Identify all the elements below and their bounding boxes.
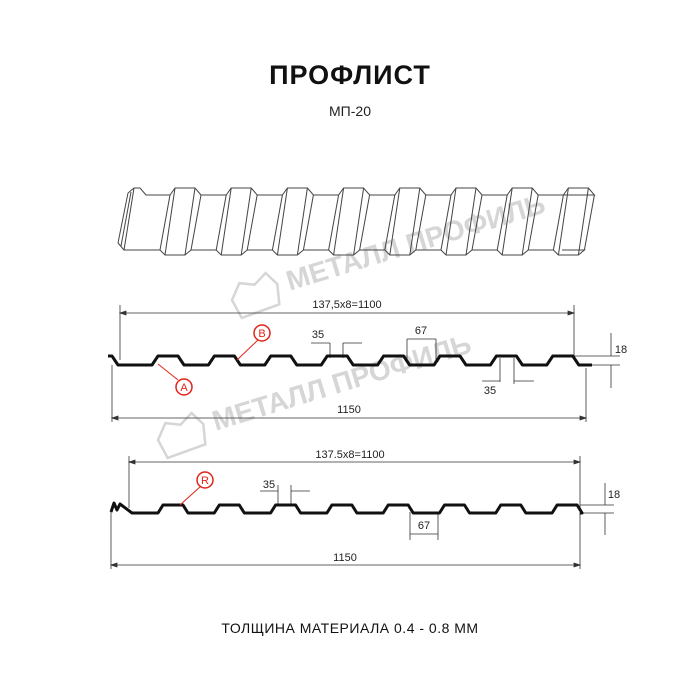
- rib-top-label: 35: [312, 329, 324, 341]
- total-width-label: 1150: [333, 552, 357, 564]
- valley-width-label: 67: [418, 520, 430, 532]
- marker-a: A: [157, 363, 193, 396]
- sheet-edge: [117, 192, 129, 244]
- span-label: 137,5x8=1100: [312, 299, 381, 311]
- sheet-outline: [127, 187, 596, 196]
- sheet-3d-illustration: [117, 187, 596, 256]
- sheet-edge: [527, 194, 539, 251]
- sheet-edge: [353, 187, 365, 256]
- sheet-edge: [240, 187, 252, 256]
- rib-top-label: 35: [263, 479, 275, 491]
- profile-ab-outline: [108, 354, 592, 367]
- watermark-middle: МЕТАЛЛ ПРОФИЛЬ: [156, 328, 475, 460]
- sheet-edge: [471, 194, 483, 251]
- watermark-logo-icon: [230, 271, 281, 320]
- sheet-edge: [302, 194, 314, 251]
- rib-bottom-label: 35: [484, 385, 496, 397]
- sheet-edge: [215, 194, 227, 251]
- profile-r: [109, 456, 614, 569]
- page-subtitle: МП-20: [329, 103, 371, 119]
- sheet-edge: [552, 194, 564, 251]
- sheet-edge: [465, 187, 477, 256]
- sheet-edge: [276, 187, 288, 256]
- height-label: 18: [608, 489, 620, 501]
- valley-width-label: 67: [415, 325, 427, 337]
- watermark-text: МЕТАЛЛ ПРОФИЛЬ: [282, 188, 548, 296]
- sheet-edge: [440, 194, 452, 251]
- marker-b: B: [236, 324, 271, 361]
- sheet-edge: [333, 187, 345, 256]
- sheet-edge: [521, 187, 533, 256]
- sheet-edge: [389, 187, 401, 256]
- sheet-edge: [159, 194, 171, 251]
- watermark-logo-icon: [156, 411, 207, 460]
- sheet-outline: [117, 242, 586, 256]
- total-width-label: 1150: [337, 404, 361, 416]
- sheet-edge: [415, 194, 427, 251]
- sheet-edge: [246, 194, 258, 251]
- sheet-edge: [328, 194, 340, 251]
- sheet-edge: [445, 187, 457, 256]
- sheet-edge: [220, 187, 232, 256]
- svg-text:A: A: [180, 382, 188, 394]
- page-title: ПРОФЛИСТ: [269, 60, 431, 90]
- sheet-edge: [164, 187, 176, 256]
- profile-ab: [110, 305, 620, 422]
- sheet-edge: [123, 187, 135, 251]
- material-thickness-note: ТОЛЩИНА МАТЕРИАЛА 0.4 - 0.8 ММ: [221, 620, 479, 636]
- svg-text:B: B: [258, 328, 265, 340]
- sheet-edge: [583, 194, 595, 251]
- svg-text:R: R: [201, 475, 209, 487]
- marker-r: R: [179, 471, 214, 506]
- sheet-edge: [190, 194, 202, 251]
- watermark-text: МЕТАЛЛ ПРОФИЛЬ: [208, 328, 474, 436]
- sheet-edge: [296, 187, 308, 256]
- sheet-edge: [271, 194, 283, 251]
- height-label: 18: [615, 344, 627, 356]
- sheet-edge: [501, 187, 513, 256]
- sheet-edge: [384, 194, 396, 251]
- sheet-edge: [409, 187, 421, 256]
- sheet-edge: [184, 187, 196, 256]
- sheet-edge: [557, 187, 569, 256]
- span-label: 137.5x8=1100: [315, 449, 384, 461]
- sheet-edge: [359, 194, 371, 251]
- sheet-edge: [496, 194, 508, 251]
- profile-r-outline: [109, 501, 584, 515]
- sheet-edge: [120, 191, 132, 247]
- sheet-edge: [577, 187, 589, 256]
